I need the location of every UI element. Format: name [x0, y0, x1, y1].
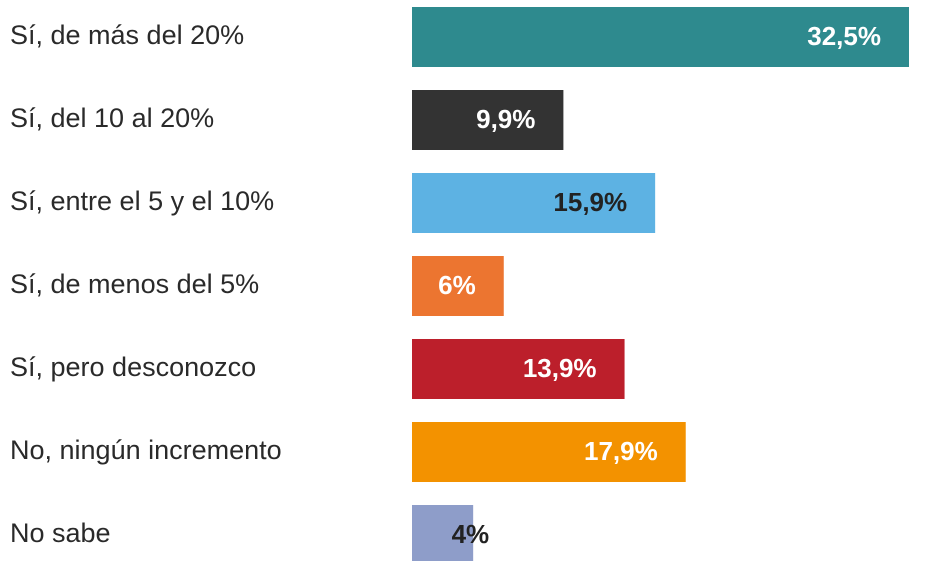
category-label: No sabe	[10, 518, 111, 548]
value-label: 6%	[438, 270, 476, 300]
bar	[412, 339, 625, 399]
bar	[412, 422, 686, 482]
bar	[412, 173, 656, 233]
category-label: Sí, entre el 5 y el 10%	[10, 186, 274, 216]
value-label: 32,5%	[807, 21, 881, 51]
category-label: Sí, de menos del 5%	[10, 269, 259, 299]
bar	[412, 256, 504, 316]
bar	[412, 7, 909, 67]
value-label: 15,9%	[553, 187, 627, 217]
value-label: 4%	[452, 519, 490, 549]
value-label: 9,9%	[476, 104, 535, 134]
category-label: No, ningún incremento	[10, 435, 282, 465]
category-label: Sí, del 10 al 20%	[10, 103, 214, 133]
value-label: 17,9%	[584, 436, 658, 466]
value-label: 13,9%	[523, 353, 597, 383]
category-label: Sí, de más del 20%	[10, 20, 244, 50]
bar	[412, 90, 564, 150]
bar	[412, 505, 474, 561]
category-label: Sí, pero desconozco	[10, 352, 256, 382]
